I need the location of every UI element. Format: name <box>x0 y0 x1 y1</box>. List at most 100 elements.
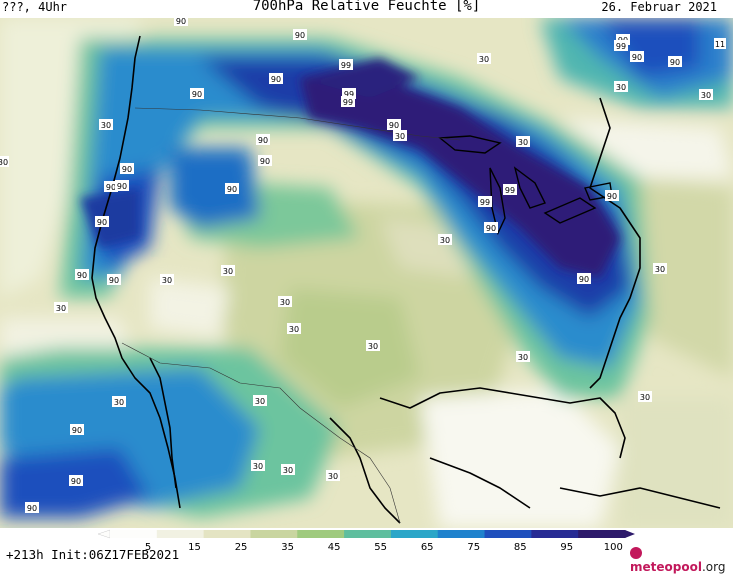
svg-text:99: 99 <box>505 186 515 195</box>
map-header: ???, 4Uhr 700hPa Relative Feuchte [%] 26… <box>0 0 733 18</box>
legend-swatch <box>297 530 345 538</box>
map-title: 700hPa Relative Feuchte [%] <box>252 0 481 14</box>
legend-tick-label: 45 <box>328 542 341 553</box>
svg-text:90: 90 <box>486 224 496 233</box>
contour-label: 30 <box>516 136 530 147</box>
contour-label: 30 <box>638 391 652 402</box>
contour-label: 30 <box>516 351 530 362</box>
svg-text:30: 30 <box>440 236 450 245</box>
svg-text:90: 90 <box>77 271 87 280</box>
svg-text:30: 30 <box>223 267 233 276</box>
svg-text:30: 30 <box>289 325 299 334</box>
contour-label: 30 <box>251 460 265 471</box>
legend-swatch <box>578 530 626 538</box>
svg-text:90: 90 <box>97 218 107 227</box>
svg-text:90: 90 <box>607 192 617 201</box>
contour-label: 30 <box>287 323 301 334</box>
legend-tick-label: 65 <box>421 542 434 553</box>
contour-label: 30 <box>438 234 452 245</box>
political-borders <box>121 107 461 524</box>
legend-swatch <box>156 530 205 538</box>
svg-text:90: 90 <box>670 58 680 67</box>
contour-label: 30 <box>99 119 113 130</box>
svg-text:30: 30 <box>395 132 405 141</box>
svg-text:30: 30 <box>114 398 124 407</box>
contour-label: 90 <box>293 29 307 40</box>
contour-label: 99 <box>339 59 353 70</box>
svg-text:30: 30 <box>518 353 528 362</box>
svg-text:90: 90 <box>389 121 399 130</box>
contour-label: 30 <box>281 464 295 475</box>
legend-swatch <box>250 530 298 538</box>
legend-swatch <box>344 530 392 538</box>
svg-text:90: 90 <box>176 18 186 26</box>
contour-label: 11 <box>714 38 726 49</box>
svg-text:90: 90 <box>192 90 202 99</box>
legend-tick-label: 55 <box>374 542 387 553</box>
svg-text:90: 90 <box>27 504 37 513</box>
legend-tick-label: 85 <box>514 542 527 553</box>
contour-label: 30 <box>477 53 491 64</box>
legend-arrow-high <box>625 530 635 538</box>
contour-label: 99 <box>503 184 517 195</box>
legend-tick-label: 15 <box>188 542 201 553</box>
legend-tick-label: 75 <box>467 542 480 553</box>
contour-label: 90 <box>577 273 591 284</box>
contour-label: 90 <box>104 181 118 192</box>
contour-label: 90 <box>174 18 188 26</box>
svg-text:90: 90 <box>71 477 81 486</box>
contour-label: 30 <box>112 396 126 407</box>
valid-time-label: ???, 4Uhr <box>2 0 68 14</box>
contour-label: 30 <box>653 263 667 274</box>
legend-tick-label: 5 <box>145 542 151 553</box>
svg-text:90: 90 <box>117 182 127 191</box>
contour-label: 90 <box>69 475 83 486</box>
contour-label: 90 <box>484 222 498 233</box>
color-legend: 5 15 25 35 45 55 65 75 85 95 100 <box>0 528 733 566</box>
legend-tick-label: 100 <box>604 542 623 553</box>
contour-label: 30 <box>699 89 713 100</box>
svg-text:99: 99 <box>341 61 351 70</box>
contour-label: 90 <box>190 88 204 99</box>
humidity-map-svg: 90 90 90 99 99 90 90 90 30 90 99 90 90 3… <box>0 18 733 528</box>
contour-label: 90 <box>107 274 121 285</box>
contour-label: 30 <box>0 156 9 167</box>
svg-text:30: 30 <box>255 397 265 406</box>
svg-text:90: 90 <box>632 53 642 62</box>
contour-label: 90 <box>256 134 270 145</box>
model-run-label: +213h Init:06Z17FEB2021 <box>6 547 180 562</box>
svg-text:90: 90 <box>106 183 116 192</box>
contour-label: 90 <box>120 163 134 174</box>
contour-label: 30 <box>366 340 380 351</box>
svg-text:99: 99 <box>344 90 354 99</box>
svg-text:90: 90 <box>579 275 589 284</box>
contour-label: 30 <box>614 81 628 92</box>
svg-text:30: 30 <box>479 55 489 64</box>
contour-label: 99 <box>342 88 356 99</box>
contour-label: 90 <box>269 73 283 84</box>
contour-label: 99 <box>614 40 628 51</box>
contour-label: 30 <box>326 470 340 481</box>
legend-swatch <box>531 530 579 538</box>
svg-text:30: 30 <box>328 472 338 481</box>
brand-name: meteopool <box>630 560 702 574</box>
contour-label: 90 <box>225 183 239 194</box>
contour-label: 90 <box>605 190 619 201</box>
legend-arrow-low <box>97 529 111 539</box>
legend-tick-label: 35 <box>281 542 294 553</box>
svg-text:90: 90 <box>258 136 268 145</box>
brand-logo[interactable]: meteopool.org <box>630 546 733 574</box>
contour-label: 30 <box>54 302 68 313</box>
contour-label: 90 <box>115 180 129 191</box>
svg-text:30: 30 <box>283 466 293 475</box>
contour-label: 90 <box>75 269 89 280</box>
svg-text:90: 90 <box>227 185 237 194</box>
valid-date-label: 26. Februar 2021 <box>601 0 717 14</box>
contour-labels: 90 90 90 99 99 90 90 90 30 90 99 90 90 3… <box>0 18 726 513</box>
legend-swatch <box>484 530 532 538</box>
legend-tick-label: 95 <box>560 542 573 553</box>
legend-swatch <box>203 530 251 538</box>
contour-label: 30 <box>393 130 407 141</box>
svg-text:90: 90 <box>260 157 270 166</box>
legend-tick-label: 25 <box>235 542 248 553</box>
